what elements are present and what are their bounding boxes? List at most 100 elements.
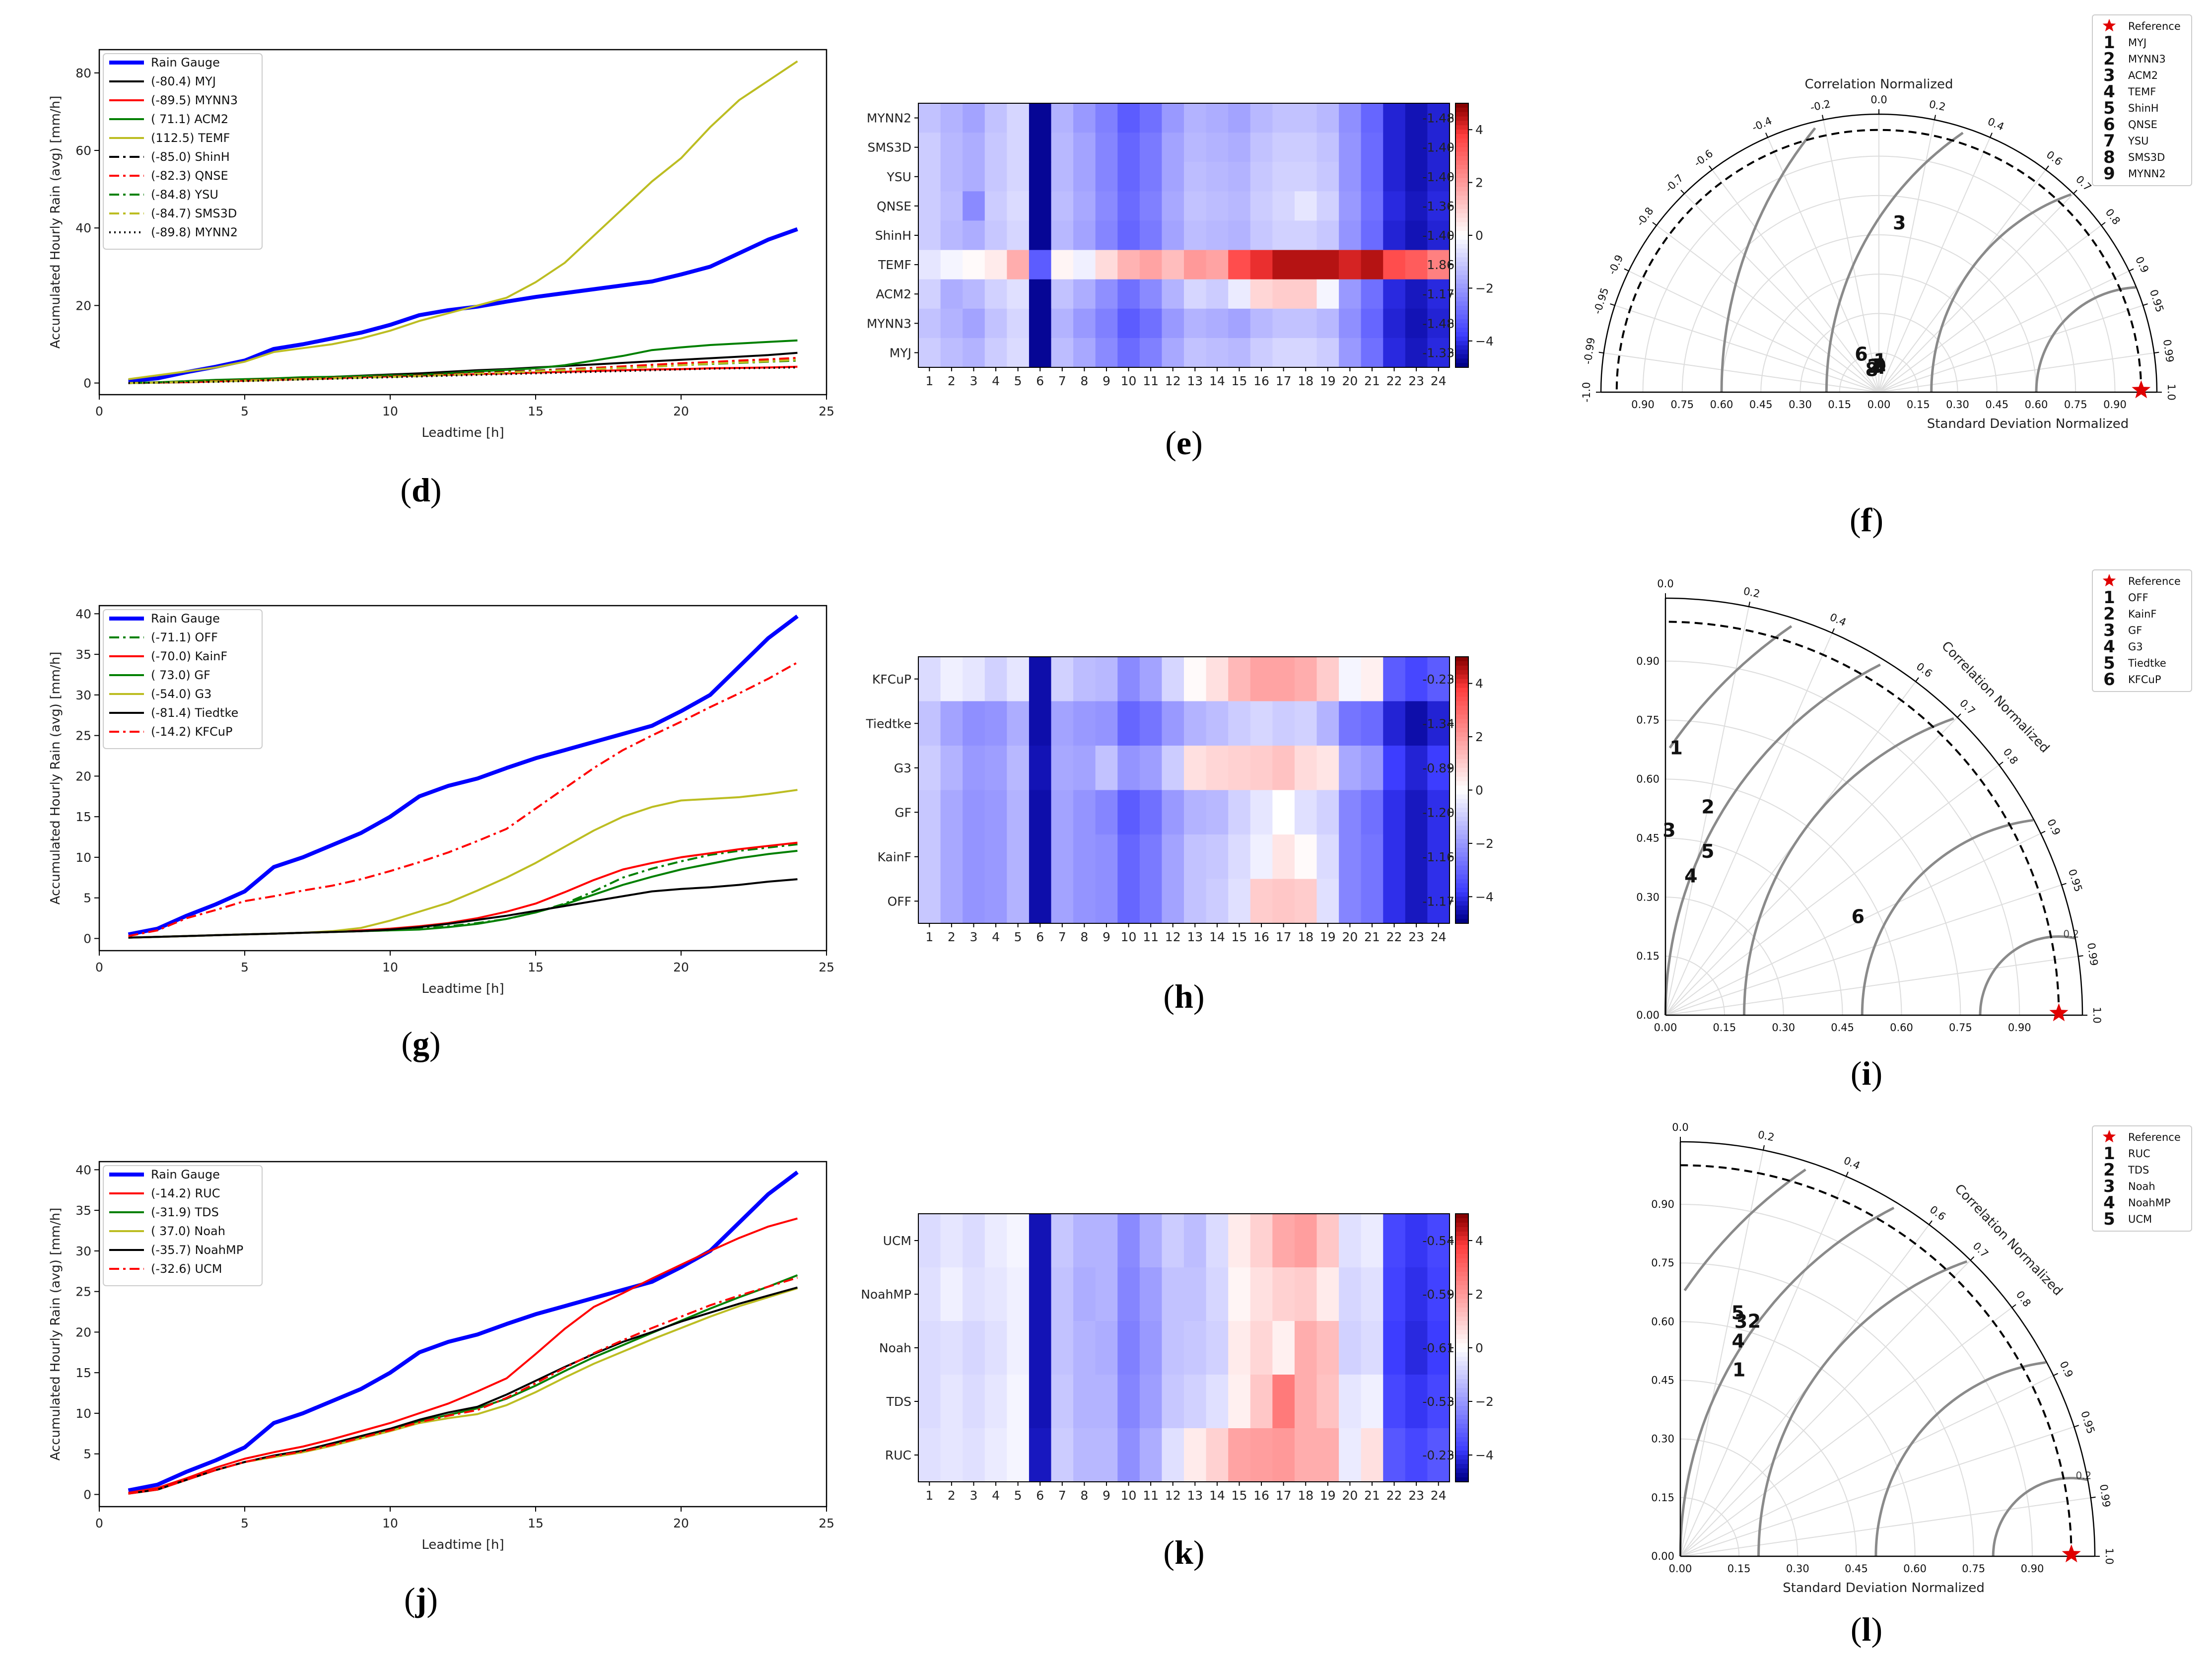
colorbar-segment xyxy=(1455,808,1468,813)
heatmap-cell xyxy=(1361,701,1383,746)
heatmap-cell xyxy=(1250,279,1273,309)
col-label: 3 xyxy=(970,374,978,388)
heatmap-cell xyxy=(1294,1428,1317,1482)
corr-tick xyxy=(1763,1145,1765,1151)
heatmap-cell xyxy=(940,790,963,835)
taylor-i: 0.20.00.20.40.60.70.80.90.950.991.00.000… xyxy=(1636,569,2192,1034)
x-tick-label: 0 xyxy=(95,1516,103,1530)
colorbar-segment xyxy=(1455,1375,1468,1380)
heatmap-cell xyxy=(1162,1428,1184,1482)
model-point-label: 1 xyxy=(1732,1359,1745,1381)
caption-part: ) xyxy=(1872,501,1883,539)
heatmap-cell xyxy=(1339,1321,1362,1375)
rms-contour xyxy=(1992,1477,2088,1556)
heatmap-cell xyxy=(1117,279,1140,309)
legend-model-label: MYNN2 xyxy=(2128,168,2166,180)
heatmap-cell xyxy=(1029,790,1052,835)
heatmap-cell xyxy=(1162,279,1184,309)
colorbar-segment xyxy=(1455,1352,1468,1357)
heatmap-cell xyxy=(1272,191,1295,221)
heatmap-cell xyxy=(1294,279,1317,309)
series-line xyxy=(128,339,798,384)
rms-contour xyxy=(1861,819,2034,1016)
colorbar-segment xyxy=(1455,834,1468,839)
corr-tick xyxy=(1957,713,1961,718)
heatmap-cell xyxy=(1029,250,1052,280)
std-tick-label: 0.00 xyxy=(1654,1022,1677,1034)
heatmap-cell xyxy=(1206,701,1229,746)
heatmap-cell xyxy=(1073,103,1096,133)
colorbar-segment xyxy=(1455,683,1468,689)
col-label: 7 xyxy=(1058,374,1066,388)
heatmap-cell xyxy=(940,133,963,162)
corr-gridline xyxy=(1680,1426,2074,1557)
rms-contour xyxy=(1825,132,1964,393)
caption-i: (i) xyxy=(1851,1054,1882,1092)
col-label: 9 xyxy=(1103,1488,1110,1503)
col-label: 21 xyxy=(1364,1488,1380,1503)
model-point-label: 8 xyxy=(1866,359,1878,381)
legend-number: 4 xyxy=(2103,1193,2115,1213)
y-tick-label: 5 xyxy=(83,1447,91,1461)
heatmap-cell xyxy=(1405,103,1428,133)
row-label: KFCuP xyxy=(872,672,911,687)
colorbar-segment xyxy=(1455,266,1468,271)
heatmap-cell xyxy=(1228,1214,1251,1268)
x-tick-label: 5 xyxy=(241,1516,249,1530)
heatmap-cell xyxy=(1250,162,1273,192)
colorbar-segment xyxy=(1455,1366,1468,1371)
col-label: 20 xyxy=(1342,374,1358,388)
heatmap-cell xyxy=(1139,103,1163,133)
legend-model-label: ACM2 xyxy=(2128,69,2158,81)
heatmap-cell xyxy=(1029,103,1052,133)
heatmap-cell xyxy=(1073,1375,1096,1429)
colorbar-segment xyxy=(1455,297,1468,302)
row-label: Tiedtke xyxy=(866,716,911,731)
heatmap-cell xyxy=(1051,103,1074,133)
legend-number: 6 xyxy=(2103,115,2115,135)
heatmap-cell xyxy=(1051,162,1074,192)
colorbar-segment xyxy=(1455,1303,1468,1308)
heatmap-cell xyxy=(984,103,1007,133)
colorbar-segment xyxy=(1455,354,1468,359)
heatmap-cell xyxy=(1073,162,1096,192)
heatmap-cell xyxy=(984,162,1007,192)
colorbar-tick-label: −2 xyxy=(1475,836,1494,851)
colorbar-segment xyxy=(1455,776,1468,782)
heatmap-cell xyxy=(1316,701,1339,746)
heatmap-cell xyxy=(963,308,985,339)
x-tick-label: 5 xyxy=(241,404,249,418)
row-label: MYNN2 xyxy=(867,111,911,126)
corr-gridline xyxy=(1680,1375,2054,1557)
colorbar-segment xyxy=(1455,204,1468,209)
heatmap-cell xyxy=(1383,162,1406,192)
rms-contour xyxy=(1930,193,2072,393)
std-gridline xyxy=(1665,837,1843,1016)
colorbar-segment xyxy=(1455,147,1468,152)
row-mean-label: -1.48 xyxy=(1422,316,1454,331)
colorbar-segment xyxy=(1455,1464,1468,1469)
col-label: 1 xyxy=(925,930,933,944)
heatmap-cell xyxy=(1117,191,1140,221)
caption-part: ( xyxy=(1851,1610,1862,1648)
heatmap-cell xyxy=(984,1267,1007,1321)
row-mean-label: -1.34 xyxy=(1422,716,1454,731)
heatmap-cell xyxy=(1029,834,1052,880)
colorbar-segment xyxy=(1455,349,1468,355)
heatmap-cell xyxy=(984,1375,1007,1429)
heatmap-cell xyxy=(1073,279,1096,309)
corr-tick-label: -0.9 xyxy=(1606,253,1625,277)
heatmap-cell xyxy=(940,1214,963,1268)
row-label: Noah xyxy=(879,1341,911,1355)
heatmap-cell xyxy=(1361,191,1383,221)
heatmap-cell xyxy=(1117,1214,1140,1268)
colorbar-segment xyxy=(1455,217,1468,223)
row-mean-label: -0.23 xyxy=(1422,1448,1454,1462)
corr-tick-label: 0.6 xyxy=(1928,1203,1948,1223)
x-tick-label: 0 xyxy=(95,960,103,974)
colorbar-segment xyxy=(1455,879,1468,884)
heatmap-cell xyxy=(918,162,941,192)
heatmap-cell xyxy=(1029,338,1052,368)
model-point-label: 4 xyxy=(1732,1330,1745,1352)
heatmap-cell xyxy=(1051,308,1074,339)
